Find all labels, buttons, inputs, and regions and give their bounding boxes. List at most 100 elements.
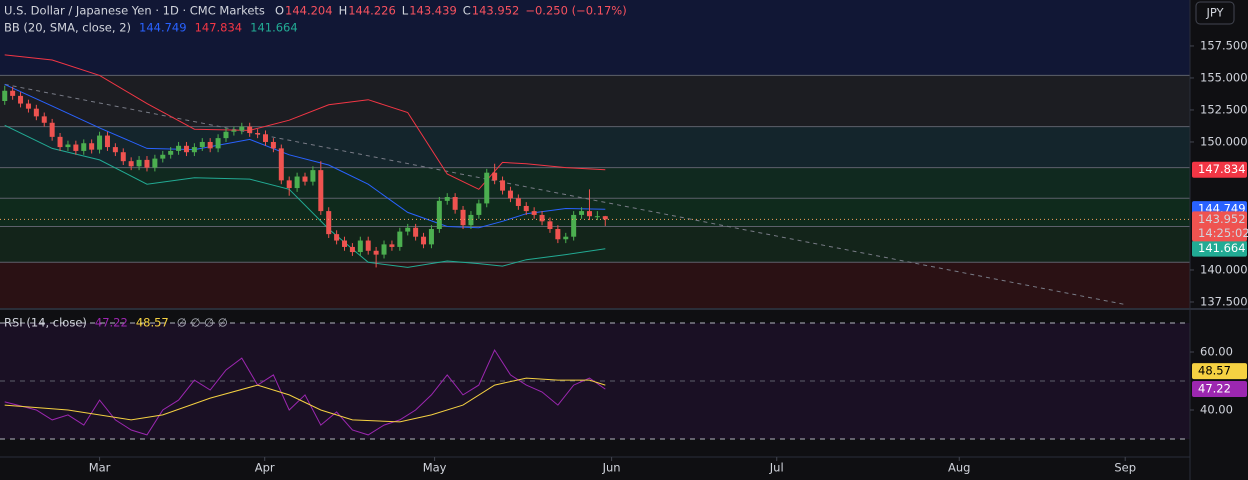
lower-band-badge-bg bbox=[1192, 240, 1247, 257]
indicator-value: 147.834 bbox=[195, 21, 243, 35]
candle-body bbox=[81, 143, 87, 151]
legend: U.S. Dollar / Japanese Yen · 1D · CMC Ma… bbox=[4, 4, 627, 330]
ohlc-value: 143.952 bbox=[472, 4, 520, 18]
candle-body bbox=[531, 211, 537, 215]
last-price-badge: 143.952 bbox=[1198, 212, 1246, 226]
candle-body bbox=[262, 134, 268, 142]
candle-body bbox=[507, 190, 513, 199]
candle-body bbox=[176, 145, 182, 151]
candle-body bbox=[476, 203, 482, 215]
candle-body bbox=[278, 148, 284, 181]
y-tick-label: 137.500 bbox=[1200, 294, 1248, 308]
zone bbox=[0, 198, 1190, 227]
last-price-badge-bg bbox=[1192, 211, 1247, 242]
zone bbox=[0, 75, 1190, 127]
candle-body bbox=[555, 229, 561, 240]
ohlc-value: 144.204 bbox=[285, 4, 333, 18]
candle-body bbox=[97, 135, 103, 150]
zone bbox=[0, 126, 1190, 168]
indicator-value: 144.749 bbox=[139, 21, 187, 35]
rsi-line bbox=[4, 348, 606, 436]
y-tick-label: 152.500 bbox=[1200, 102, 1248, 116]
candle-body bbox=[25, 103, 31, 109]
candle-body bbox=[112, 147, 118, 153]
candle-body bbox=[49, 122, 55, 137]
candle-body bbox=[602, 216, 608, 220]
x-tick-label: Sep bbox=[1114, 461, 1136, 475]
y-tick-label: 155.000 bbox=[1200, 70, 1248, 84]
y-tick-label: 150.000 bbox=[1200, 134, 1248, 148]
candle-body bbox=[460, 209, 466, 226]
candle-body bbox=[199, 141, 205, 148]
candle-body bbox=[247, 126, 253, 134]
y-tick-label: 157.500 bbox=[1200, 38, 1248, 52]
upper-band-badge-bg bbox=[1192, 161, 1247, 178]
ohlc-value: 143.439 bbox=[409, 4, 457, 18]
ohlc-key: O bbox=[275, 4, 284, 18]
zone bbox=[0, 262, 1190, 308]
candle-body bbox=[144, 159, 150, 168]
candle-body bbox=[215, 138, 221, 149]
candle-body bbox=[571, 214, 577, 237]
candle-body bbox=[270, 141, 276, 149]
x-tick-label: May bbox=[423, 461, 447, 475]
y-tick-label: 140.000 bbox=[1200, 262, 1248, 276]
candle-body bbox=[120, 152, 126, 162]
candle-body bbox=[389, 244, 395, 247]
candle-body bbox=[160, 154, 166, 159]
candle-body bbox=[57, 136, 63, 148]
candle-body bbox=[231, 130, 237, 132]
candle-body bbox=[444, 197, 450, 201]
candle-body bbox=[310, 170, 316, 182]
candle-body bbox=[302, 176, 308, 182]
candle-body bbox=[397, 231, 403, 247]
rsi-badge-bg bbox=[1192, 381, 1247, 398]
candle-body bbox=[152, 158, 158, 168]
candle-body bbox=[539, 214, 545, 222]
candle-body bbox=[136, 159, 142, 167]
currency[interactable]: JPY bbox=[1205, 6, 1224, 20]
candle-body bbox=[436, 200, 442, 230]
x-tick-label: Mar bbox=[89, 461, 111, 475]
ohlc-key: C bbox=[463, 4, 471, 18]
candle-body bbox=[318, 170, 324, 212]
symbol: U.S. Dollar / Japanese Yen · 1D · CMC Ma… bbox=[4, 4, 265, 18]
y-tick-label: 60.00 bbox=[1200, 344, 1233, 358]
candle-body bbox=[405, 227, 411, 232]
band-line bbox=[4, 83, 606, 229]
candle-body bbox=[500, 180, 506, 191]
candle-body bbox=[342, 240, 348, 247]
candle-body bbox=[349, 246, 355, 253]
rsi-extra: ∅ ∅ ∅ ∅ bbox=[177, 316, 228, 330]
candle-body bbox=[413, 227, 419, 237]
candle-body bbox=[547, 221, 553, 230]
rsi-badge: 47.22 bbox=[1198, 382, 1231, 396]
candle-body bbox=[33, 108, 39, 117]
candle-body bbox=[41, 116, 47, 123]
price-pane bbox=[0, 0, 1190, 308]
trendline bbox=[4, 83, 1126, 306]
zone bbox=[0, 226, 1190, 263]
candle-body bbox=[357, 240, 363, 253]
candle-body bbox=[381, 244, 387, 255]
candle-body bbox=[452, 197, 458, 210]
currency-button[interactable] bbox=[1195, 1, 1235, 25]
rsi-line bbox=[4, 377, 606, 423]
candle-body bbox=[10, 90, 16, 96]
rsi-badge-bg bbox=[1192, 363, 1247, 380]
candle-body bbox=[128, 161, 134, 167]
indicator-label: BB (20, SMA, close, 2) bbox=[4, 21, 131, 35]
candle-body bbox=[468, 214, 474, 226]
candle-body bbox=[104, 135, 110, 148]
candle-body bbox=[421, 236, 427, 245]
indicator-value: 141.664 bbox=[250, 21, 298, 35]
candle-body bbox=[579, 211, 585, 215]
change: −0.250 (−0.17%) bbox=[525, 4, 626, 18]
candle-body bbox=[183, 145, 189, 153]
y-tick-label: 40.00 bbox=[1200, 402, 1233, 416]
candle-body bbox=[484, 172, 490, 204]
candle-body bbox=[207, 141, 213, 149]
candle-body bbox=[255, 133, 261, 135]
